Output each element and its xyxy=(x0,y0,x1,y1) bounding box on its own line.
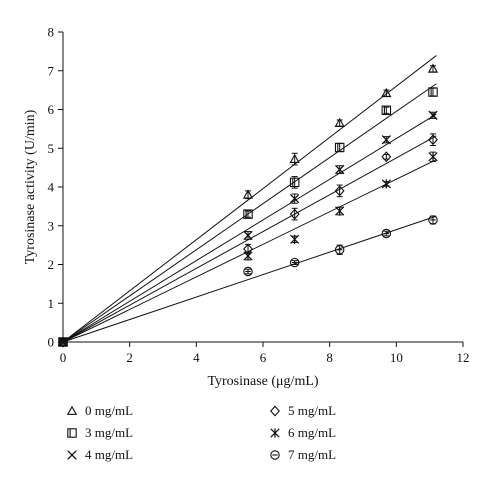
x-tick-label: 2 xyxy=(126,350,133,365)
x-tick-label: 12 xyxy=(457,350,470,365)
legend-item: 6 mg/mL xyxy=(270,425,336,440)
data-point xyxy=(334,117,345,127)
plot-area xyxy=(57,55,439,348)
trend-line xyxy=(62,159,437,343)
y-tick-label: 6 xyxy=(48,102,55,117)
x-axis-label: Tyrosinase (μg/mL) xyxy=(207,374,318,389)
data-point xyxy=(381,87,392,98)
x-tick-label: 8 xyxy=(326,350,333,365)
series-4-mg-ml xyxy=(58,110,438,347)
triangle-marker-icon xyxy=(66,405,78,415)
legend-item: 7 mg/mL xyxy=(270,447,336,462)
trend-line xyxy=(62,215,437,343)
data-point xyxy=(243,209,253,219)
x-tick-label: 6 xyxy=(260,350,267,365)
data-point xyxy=(381,228,392,239)
data-point xyxy=(289,152,300,166)
series-3-mg-ml xyxy=(58,83,438,347)
data-point xyxy=(381,135,391,145)
data-point xyxy=(427,63,439,73)
y-tick-label: 8 xyxy=(48,25,55,40)
y-axis-label: Tyrosinase activity (U/min) xyxy=(23,109,38,264)
square-marker-icon xyxy=(67,428,77,438)
legend-item: 0 mg/mL xyxy=(66,403,133,418)
x-tick-label: 0 xyxy=(60,350,67,365)
data-point xyxy=(334,142,345,153)
y-tick-label: 3 xyxy=(48,218,55,233)
x-marker-icon xyxy=(67,450,77,460)
data-point xyxy=(334,184,345,198)
legend-item: 3 mg/mL xyxy=(67,425,133,440)
data-point xyxy=(381,105,392,116)
y-tick-label: 2 xyxy=(48,257,55,272)
y-tick-label: 5 xyxy=(48,141,55,156)
legend-label: 6 mg/mL xyxy=(288,425,336,440)
data-point xyxy=(289,257,300,268)
data-point xyxy=(381,151,392,163)
data-point xyxy=(242,189,254,200)
series-0-mg-ml xyxy=(57,55,439,346)
data-point xyxy=(428,133,438,147)
y-tick-label: 0 xyxy=(48,335,55,350)
data-point xyxy=(428,151,438,162)
asterisk-marker-icon xyxy=(270,428,280,438)
trend-line xyxy=(62,113,437,343)
data-point xyxy=(381,179,391,189)
data-point xyxy=(290,193,300,204)
data-point xyxy=(428,215,438,225)
y-tick-label: 7 xyxy=(48,63,55,78)
data-point xyxy=(243,251,253,261)
data-point xyxy=(289,207,300,221)
legend-label: 5 mg/mL xyxy=(288,403,336,418)
legend-item: 5 mg/mL xyxy=(270,403,336,418)
legend-label: 0 mg/mL xyxy=(85,403,133,418)
data-point xyxy=(243,266,253,277)
data-point xyxy=(428,110,438,120)
series-7-mg-ml xyxy=(58,215,438,347)
legend-label: 4 mg/mL xyxy=(85,447,133,462)
x-tick-label: 10 xyxy=(390,350,403,365)
series-5-mg-ml xyxy=(58,133,438,348)
x-tick-label: 4 xyxy=(193,350,200,365)
data-point xyxy=(290,234,300,244)
legend-label: 7 mg/mL xyxy=(288,447,336,462)
data-point xyxy=(335,206,345,216)
legend: 0 mg/mL 3 mg/mL 4 mg/mL 5 mg/mL 6 mg/mL 7 mg/… xyxy=(66,403,336,462)
data-point xyxy=(289,176,300,189)
axes: Tyrosinase (μg/mL) Tyrosinase activity (… xyxy=(23,25,470,390)
legend-label: 3 mg/mL xyxy=(85,425,133,440)
diamond-marker-icon xyxy=(270,405,280,417)
data-point xyxy=(335,164,345,175)
circle-marker-icon xyxy=(270,450,280,460)
trend-line xyxy=(62,135,437,343)
trend-line xyxy=(62,83,437,343)
legend-item: 4 mg/mL xyxy=(67,447,133,462)
y-tick-label: 1 xyxy=(48,296,55,311)
data-point xyxy=(428,87,438,97)
data-point xyxy=(334,244,345,255)
y-tick-label: 4 xyxy=(48,180,55,195)
